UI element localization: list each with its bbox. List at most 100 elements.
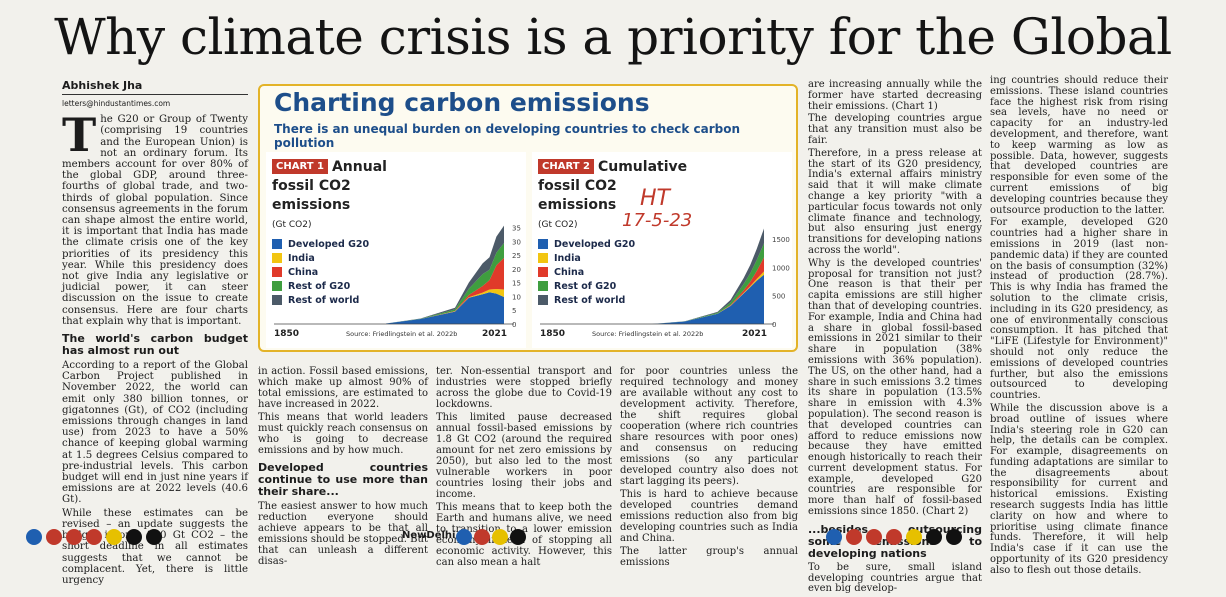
registration-dot bbox=[510, 529, 526, 545]
paragraph: For example, developed G20 countries had… bbox=[990, 217, 1168, 402]
y-tick-label: 1000 bbox=[772, 264, 790, 272]
legend-swatch bbox=[538, 239, 548, 249]
paragraph: Therefore, in a press release at the sta… bbox=[808, 147, 982, 256]
legend-label: India bbox=[554, 252, 581, 264]
legend-item: Rest of G20 bbox=[538, 279, 688, 293]
paragraph: This means that world leaders must quick… bbox=[258, 412, 428, 456]
chart-2-source: Source: Friedlingstein et al. 2022b bbox=[592, 330, 704, 338]
registration-dot bbox=[474, 529, 490, 545]
legend-label: Developed G20 bbox=[554, 238, 636, 250]
legend-item: Rest of world bbox=[272, 293, 422, 307]
legend-label: China bbox=[554, 266, 585, 278]
headline: Why climate crisis is a priority for the… bbox=[54, 8, 1172, 140]
chart-2-unit: (Gt CO2) bbox=[538, 220, 578, 230]
paragraph: ing countries should reduce their emissi… bbox=[990, 75, 1168, 216]
column-6: ing countries should reduce their emissi… bbox=[990, 75, 1168, 579]
paragraph: Why is the developed countries' proposal… bbox=[808, 257, 982, 518]
column-5: are increasing annually while the former… bbox=[808, 79, 982, 597]
registration-dot bbox=[456, 529, 472, 545]
y-tick-label: 500 bbox=[772, 293, 785, 301]
x-tick-label: 2021 bbox=[482, 329, 507, 339]
area-series-developed-g20 bbox=[386, 292, 504, 324]
legend-swatch bbox=[272, 281, 282, 291]
registration-dot bbox=[492, 529, 508, 545]
paragraph: To be sure, small island developing coun… bbox=[808, 561, 982, 595]
registration-dot bbox=[886, 529, 902, 545]
x-tick-label: 1850 bbox=[540, 329, 565, 339]
legend-swatch bbox=[538, 253, 548, 263]
y-tick-label: 15 bbox=[512, 280, 521, 288]
registration-dot bbox=[126, 529, 142, 545]
legend-label: India bbox=[288, 252, 315, 264]
paragraph: are increasing annually while the former… bbox=[808, 79, 982, 112]
chart-2-legend: Developed G20 India China Rest of G20 Rest o… bbox=[538, 237, 688, 307]
registration-dot bbox=[106, 529, 122, 545]
registration-dot bbox=[46, 529, 62, 545]
legend-item: China bbox=[272, 265, 422, 279]
y-tick-label: 1500 bbox=[772, 236, 790, 244]
legend-item: Developed G20 bbox=[538, 237, 688, 251]
legend-swatch bbox=[538, 295, 548, 305]
chart-1-unit: (Gt CO2) bbox=[272, 220, 312, 230]
chart-1-chip: CHART 1 bbox=[272, 159, 328, 174]
legend-swatch bbox=[272, 295, 282, 305]
area-series-china bbox=[386, 257, 504, 324]
paragraph: This is hard to achieve because develope… bbox=[620, 489, 798, 544]
y-tick-label: 25 bbox=[512, 252, 521, 260]
area-series-rest-of-g20 bbox=[386, 242, 504, 324]
chart-1-panel: CHART 1 Annual fossil CO2 emissions (Gt C… bbox=[266, 152, 526, 348]
chart-box: Charting carbon emissions There is an un… bbox=[258, 84, 798, 352]
subhead-carbon-budget: The world's carbon budget has almost run… bbox=[62, 332, 248, 358]
area-series-india bbox=[386, 288, 504, 324]
column-4: for poor countries unless the required t… bbox=[620, 366, 798, 570]
legend-item: Rest of world bbox=[538, 293, 688, 307]
print-footer: NewDelhi bbox=[0, 526, 1226, 548]
y-tick-label: 0 bbox=[772, 321, 776, 329]
legend-label: Rest of G20 bbox=[288, 280, 351, 292]
registration-dot bbox=[826, 529, 842, 545]
handwritten-date: 17-5-23 bbox=[622, 210, 693, 231]
paragraph: ter. Non-essential transport and industr… bbox=[436, 366, 612, 410]
drop-cap: T bbox=[62, 108, 97, 163]
legend-item: India bbox=[272, 251, 422, 265]
legend-item: India bbox=[538, 251, 688, 265]
y-tick-label: 35 bbox=[512, 225, 521, 233]
registration-dot bbox=[86, 529, 102, 545]
legend-item: China bbox=[538, 265, 688, 279]
column-2: in action. Fossil based emissions, which… bbox=[258, 366, 428, 569]
legend-label: Rest of world bbox=[288, 294, 360, 306]
paragraph: in action. Fossil based emissions, which… bbox=[258, 366, 428, 410]
paragraph: According to a report of the Global Carb… bbox=[62, 360, 248, 506]
x-tick-label: 2021 bbox=[742, 329, 767, 339]
legend-label: China bbox=[288, 266, 319, 278]
chart-2-area-svg: 0 500 1000 1500 1850 2021 bbox=[540, 228, 790, 339]
legend-item: Developed G20 bbox=[272, 237, 422, 251]
chart-2-chip: CHART 2 bbox=[538, 159, 594, 174]
registration-dot bbox=[946, 529, 962, 545]
paragraph: for poor countries unless the required t… bbox=[620, 366, 798, 487]
chart-1-unit-line: (Gt CO2) bbox=[272, 215, 422, 231]
chart-2-unit-line: (Gt CO2) bbox=[538, 215, 688, 231]
paragraph: The easiest answer to how much reduction… bbox=[258, 501, 428, 567]
paragraph: The developing countries argue that any … bbox=[808, 113, 982, 146]
legend-label: Rest of G20 bbox=[554, 280, 617, 292]
registration-dot bbox=[906, 529, 922, 545]
subhead-developed-countries: Developed countries continue to use more… bbox=[258, 461, 428, 498]
paragraph: The latter group's annual emissions bbox=[620, 546, 798, 568]
legend-label: Rest of world bbox=[554, 294, 626, 306]
area-series-developed-g20 bbox=[652, 274, 764, 324]
intro-paragraph: he G20 or Group of Twenty (comprising 19… bbox=[62, 114, 248, 327]
chart-box-title: Charting carbon emissions bbox=[274, 88, 650, 117]
chart-box-subtitle: There is an unequal burden on developing… bbox=[274, 122, 741, 150]
paragraph: While the discussion above is a broad ou… bbox=[990, 402, 1168, 576]
legend-swatch bbox=[538, 281, 548, 291]
registration-dot bbox=[66, 529, 82, 545]
y-tick-label: 10 bbox=[512, 293, 521, 301]
column-1: Abhishek Jha letters@hindustantimes.com … bbox=[62, 80, 248, 588]
registration-dot bbox=[146, 529, 162, 545]
area-series-rest-of-world bbox=[386, 225, 504, 324]
byline-email: letters@hindustantimes.com bbox=[62, 98, 171, 108]
legend-swatch bbox=[272, 253, 282, 263]
chart-1-legend: Developed G20 India China Rest of G20 Rest o… bbox=[272, 237, 422, 307]
legend-label: Developed G20 bbox=[288, 238, 370, 250]
